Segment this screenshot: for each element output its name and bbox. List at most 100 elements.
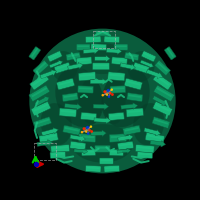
FancyBboxPatch shape	[128, 110, 142, 113]
FancyBboxPatch shape	[108, 112, 124, 120]
Ellipse shape	[127, 51, 155, 82]
Circle shape	[86, 126, 89, 129]
FancyBboxPatch shape	[76, 44, 90, 50]
FancyBboxPatch shape	[32, 87, 47, 97]
FancyBboxPatch shape	[108, 72, 125, 81]
FancyBboxPatch shape	[123, 125, 141, 135]
FancyArrow shape	[40, 70, 57, 79]
FancyBboxPatch shape	[128, 94, 141, 98]
FancyBboxPatch shape	[156, 75, 169, 86]
FancyBboxPatch shape	[154, 119, 168, 125]
FancyArrow shape	[94, 117, 111, 124]
FancyArrow shape	[93, 103, 109, 110]
Circle shape	[111, 93, 114, 96]
FancyArrow shape	[68, 62, 83, 70]
FancyArrow shape	[83, 47, 99, 54]
FancyBboxPatch shape	[141, 51, 156, 62]
FancyArrow shape	[117, 148, 131, 153]
FancyBboxPatch shape	[33, 117, 51, 128]
FancyBboxPatch shape	[156, 87, 172, 97]
FancyBboxPatch shape	[58, 80, 73, 86]
Circle shape	[88, 129, 91, 131]
FancyBboxPatch shape	[82, 114, 95, 117]
FancyBboxPatch shape	[154, 85, 174, 101]
FancyBboxPatch shape	[124, 78, 142, 90]
FancyBboxPatch shape	[147, 134, 163, 139]
FancyBboxPatch shape	[143, 52, 154, 59]
FancyBboxPatch shape	[118, 141, 134, 150]
FancyBboxPatch shape	[126, 54, 138, 57]
FancyBboxPatch shape	[32, 75, 46, 86]
FancyArrow shape	[150, 140, 166, 147]
FancyArrow shape	[37, 140, 52, 146]
FancyArrow shape	[153, 96, 167, 105]
FancyBboxPatch shape	[31, 48, 38, 57]
Bar	[93, 31, 115, 48]
FancyBboxPatch shape	[137, 146, 153, 149]
FancyBboxPatch shape	[54, 62, 71, 73]
FancyBboxPatch shape	[39, 132, 58, 144]
Circle shape	[87, 132, 89, 135]
FancyBboxPatch shape	[94, 65, 108, 66]
FancyBboxPatch shape	[31, 102, 51, 116]
FancyBboxPatch shape	[51, 153, 64, 155]
FancyBboxPatch shape	[155, 103, 170, 112]
FancyBboxPatch shape	[87, 37, 100, 40]
FancyBboxPatch shape	[65, 127, 79, 132]
FancyArrow shape	[41, 128, 58, 136]
FancyBboxPatch shape	[111, 151, 122, 153]
Ellipse shape	[102, 78, 126, 124]
FancyBboxPatch shape	[81, 112, 97, 120]
FancyBboxPatch shape	[29, 85, 50, 101]
FancyArrow shape	[140, 60, 154, 68]
Ellipse shape	[41, 103, 72, 145]
FancyBboxPatch shape	[96, 147, 109, 149]
FancyBboxPatch shape	[153, 102, 172, 116]
FancyArrow shape	[74, 149, 88, 154]
Circle shape	[101, 94, 104, 96]
FancyArrow shape	[65, 104, 82, 110]
FancyBboxPatch shape	[50, 151, 66, 158]
FancyBboxPatch shape	[76, 57, 92, 65]
FancyBboxPatch shape	[87, 167, 100, 169]
FancyArrow shape	[146, 69, 163, 78]
FancyBboxPatch shape	[33, 60, 49, 75]
FancyArrow shape	[90, 78, 107, 85]
FancyBboxPatch shape	[109, 149, 123, 156]
FancyBboxPatch shape	[62, 93, 78, 102]
FancyBboxPatch shape	[78, 134, 96, 142]
FancyBboxPatch shape	[29, 47, 41, 60]
FancyBboxPatch shape	[51, 145, 70, 153]
FancyArrow shape	[95, 55, 110, 62]
Ellipse shape	[133, 103, 164, 145]
Circle shape	[106, 93, 108, 96]
FancyArrow shape	[35, 97, 49, 106]
FancyBboxPatch shape	[57, 78, 75, 90]
FancyBboxPatch shape	[78, 86, 93, 93]
Circle shape	[103, 90, 106, 93]
Circle shape	[82, 127, 86, 130]
Ellipse shape	[76, 43, 129, 74]
FancyBboxPatch shape	[145, 132, 165, 144]
FancyArrow shape	[121, 103, 138, 109]
FancyBboxPatch shape	[49, 52, 60, 59]
FancyBboxPatch shape	[67, 54, 79, 57]
FancyBboxPatch shape	[95, 145, 110, 152]
FancyArrow shape	[91, 130, 106, 136]
FancyBboxPatch shape	[164, 47, 176, 60]
FancyArrow shape	[120, 63, 135, 70]
FancyBboxPatch shape	[91, 44, 106, 50]
Circle shape	[109, 92, 112, 94]
FancyBboxPatch shape	[71, 143, 84, 146]
FancyBboxPatch shape	[109, 74, 124, 77]
FancyBboxPatch shape	[85, 165, 101, 172]
Circle shape	[110, 88, 113, 91]
FancyBboxPatch shape	[47, 51, 62, 62]
FancyBboxPatch shape	[70, 141, 86, 150]
FancyBboxPatch shape	[112, 57, 127, 65]
FancyArrow shape	[70, 135, 85, 142]
FancyBboxPatch shape	[99, 158, 113, 164]
FancyBboxPatch shape	[101, 159, 112, 161]
Circle shape	[85, 130, 87, 133]
FancyBboxPatch shape	[157, 62, 168, 72]
